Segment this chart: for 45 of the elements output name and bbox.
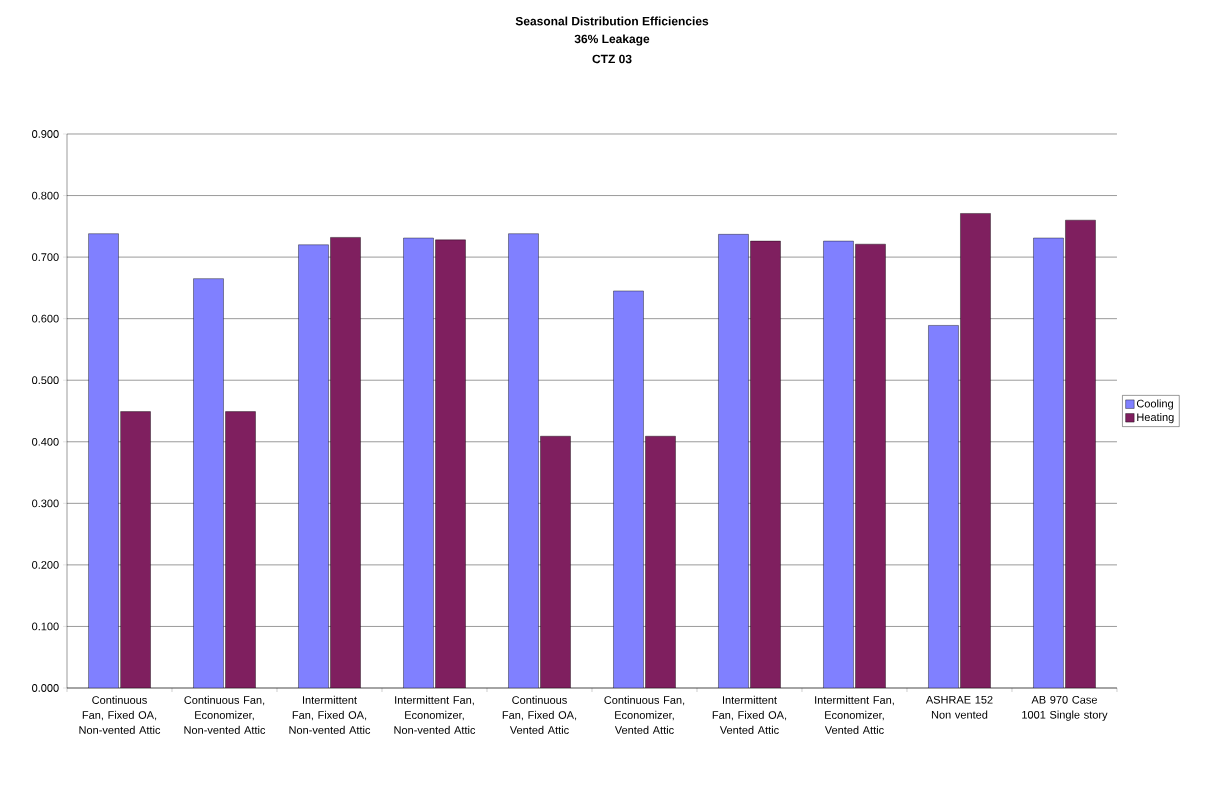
bar <box>435 239 466 688</box>
bar <box>88 233 119 688</box>
bar <box>540 436 571 688</box>
x-tick-label: Continuous Fan, Fixed OA, Non-vented Attic <box>79 695 161 734</box>
bar <box>508 233 539 688</box>
x-tick-label: Continuous Fan, Fixed OA, Vented Attic <box>502 695 577 734</box>
bar <box>960 213 991 688</box>
y-tick-label: 0.500 <box>32 376 59 385</box>
bar <box>1033 237 1064 688</box>
chart-title: Seasonal Distribution Efficiencies <box>515 16 709 26</box>
x-tick-label: Continuous Fan, Economizer, Non-vented Attic <box>184 695 266 734</box>
bar <box>750 240 781 688</box>
chart-subtitle: 36% Leakage <box>574 34 650 46</box>
y-tick-label: 0.600 <box>32 314 59 323</box>
y-tick-label: 0.200 <box>32 561 59 569</box>
x-tick-label: Continuous Fan, Economizer, Vented Attic <box>604 695 685 734</box>
bar <box>298 244 329 688</box>
bar <box>403 237 434 688</box>
y-tick-label: 0.900 <box>32 130 59 138</box>
bar <box>225 411 256 688</box>
bar <box>613 290 644 688</box>
legend-label: Cooling <box>1136 399 1173 410</box>
y-tick-label: 0.700 <box>32 253 59 261</box>
x-tick-label: AB 970 Case 1001 Single story <box>1022 695 1108 721</box>
x-tick-label: Intermittent Fan, Economizer, Non-vented Attic <box>394 695 476 734</box>
x-tick-label: Intermittent Fan, Fixed OA, Non-vented Attic <box>289 695 371 734</box>
bar <box>855 243 886 688</box>
legend-label: Heating <box>1137 413 1174 424</box>
y-tick-label: 0.000 <box>32 684 59 692</box>
y-tick-label: 0.100 <box>32 622 59 631</box>
x-tick-label: Intermittent Fan, Fixed OA, Vented Attic <box>712 695 787 734</box>
bar <box>645 436 676 688</box>
y-tick-label: 0.800 <box>32 191 59 200</box>
y-tick-label: 0.300 <box>32 499 59 508</box>
bar <box>330 237 361 688</box>
text: CTZ 03 <box>592 54 632 64</box>
x-tick-label: ASHRAE 152 Non vented <box>925 695 993 719</box>
y-tick-label: 0.400 <box>32 437 59 446</box>
bar <box>718 234 749 688</box>
bar <box>193 278 224 688</box>
bar <box>120 411 151 688</box>
x-tick-label: Intermittent Fan, Economizer, Vented Attic <box>815 695 894 734</box>
bar <box>1065 219 1096 688</box>
bar <box>928 325 959 688</box>
bar <box>823 240 854 688</box>
